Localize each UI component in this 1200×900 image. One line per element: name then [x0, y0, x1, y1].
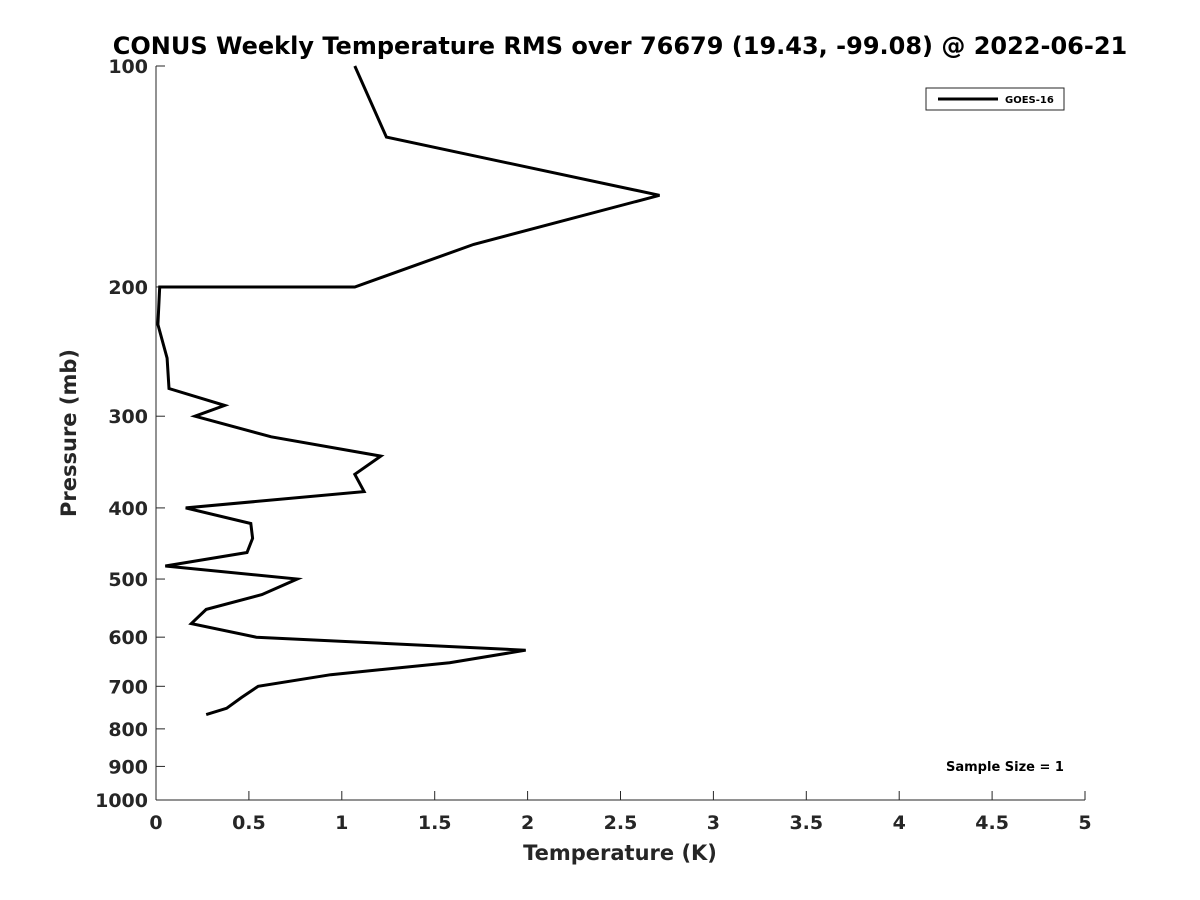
y-tick-label: 100: [108, 56, 148, 78]
y-axis-label: Pressure (mb): [57, 349, 81, 517]
y-tick-label: 1000: [95, 790, 148, 812]
x-tick-label: 4.5: [975, 812, 1009, 834]
legend-label: GOES-16: [1005, 95, 1054, 106]
y-tick-label: 300: [108, 406, 148, 428]
x-axis-ticks: 0 0.5 1 1.5 2 2.5 3 3.5 4 4.5 5: [149, 791, 1092, 834]
x-tick-label: 2.5: [604, 812, 638, 834]
series-line-goes-16: [156, 65, 660, 717]
x-tick-label: 0.5: [232, 812, 266, 834]
plot-area: 0 0.5 1 1.5 2 2.5 3 3.5 4 4.5 5 100 200 300 400 500 600…: [95, 56, 1092, 834]
x-tick-label: 2: [521, 812, 534, 834]
y-tick-label: 800: [108, 719, 148, 741]
y-tick-label: 700: [108, 676, 148, 698]
x-tick-label: 1: [335, 812, 348, 834]
x-tick-label: 0: [149, 812, 162, 834]
x-tick-label: 3: [707, 812, 720, 834]
sample-size-annotation: Sample Size = 1: [946, 760, 1064, 775]
y-tick-label: 400: [108, 498, 148, 520]
y-axis-ticks: 100 200 300 400 500 600 700 800 900 1000: [95, 56, 165, 812]
x-tick-label: 5: [1078, 812, 1091, 834]
x-tick-label: 3.5: [789, 812, 823, 834]
x-axis-label: Temperature (K): [523, 841, 717, 865]
y-tick-label: 200: [108, 277, 148, 299]
y-tick-label: 900: [108, 756, 148, 778]
chart-title: CONUS Weekly Temperature RMS over 76679 …: [113, 32, 1127, 60]
y-tick-label: 600: [108, 627, 148, 649]
x-tick-label: 1.5: [418, 812, 452, 834]
legend: GOES-16: [925, 87, 1065, 111]
y-tick-label: 500: [108, 569, 148, 591]
x-tick-label: 4: [893, 812, 906, 834]
